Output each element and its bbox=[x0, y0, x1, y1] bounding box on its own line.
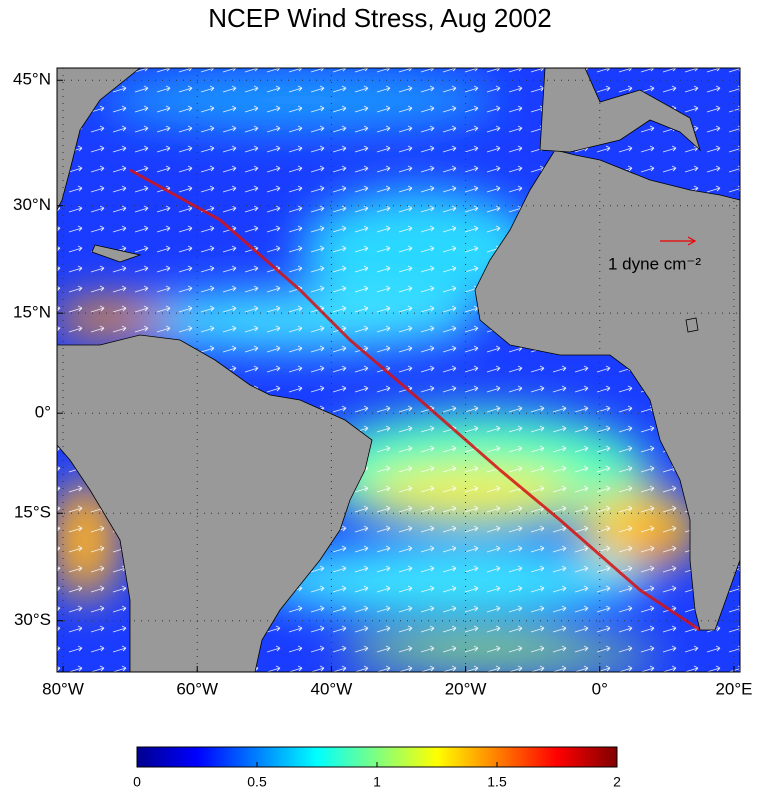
y-tick-label: 15°N bbox=[13, 303, 51, 322]
x-tick-label: 20°W bbox=[445, 679, 487, 698]
x-tick-label: 20°E bbox=[715, 679, 752, 698]
scale-arrow-head bbox=[687, 236, 697, 246]
y-tick-label: 15°S bbox=[14, 503, 51, 522]
wind-field bbox=[57, 68, 740, 672]
x-tick-label: 80°W bbox=[42, 679, 84, 698]
x-tick-label: 60°W bbox=[176, 679, 218, 698]
colorbar-tick-label: 0.5 bbox=[247, 774, 267, 790]
title: NCEP Wind Stress, Aug 2002 bbox=[208, 3, 551, 33]
colorbar-tick-label: 1.5 bbox=[487, 774, 507, 790]
scale-label: 1 dyne cm⁻² bbox=[608, 254, 701, 273]
y-tick-label: 30°N bbox=[13, 195, 51, 214]
land bbox=[57, 68, 740, 672]
colorbar-tick-label: 2 bbox=[613, 774, 621, 790]
map-frame bbox=[56, 67, 741, 673]
x-tick-label: 0° bbox=[592, 679, 608, 698]
y-tick-label: 45°N bbox=[13, 70, 51, 89]
colorbar-tick-label: 1 bbox=[373, 774, 381, 790]
y-tick-label: 0° bbox=[35, 403, 51, 422]
colorbar-tick-label: 0 bbox=[133, 774, 141, 790]
y-tick-label: 30°S bbox=[14, 610, 51, 629]
x-tick-label: 40°W bbox=[311, 679, 353, 698]
